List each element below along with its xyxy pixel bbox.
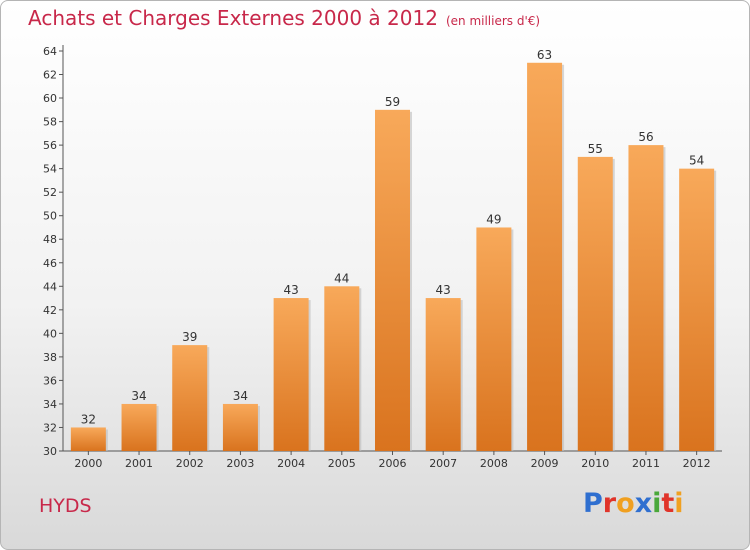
bar-value-label: 32 (81, 412, 96, 426)
y-tick-label: 34 (43, 398, 57, 411)
bar (476, 227, 512, 451)
x-tick-label: 2009 (531, 457, 559, 470)
y-tick-label: 46 (43, 257, 57, 270)
bar-value-label: 44 (334, 271, 349, 285)
y-tick-label: 38 (43, 351, 57, 364)
y-tick-label: 58 (43, 116, 57, 129)
bar-value-label: 43 (436, 283, 451, 297)
x-tick-label: 2008 (480, 457, 508, 470)
proxiti-logo[interactable]: Proxiti (583, 488, 684, 519)
x-tick-label: 2010 (581, 457, 609, 470)
y-tick-label: 42 (43, 304, 57, 317)
bar-value-label: 54 (689, 154, 704, 168)
y-tick-label: 52 (43, 186, 57, 199)
logo-letter: r (602, 488, 617, 519)
bar-value-label: 55 (588, 142, 603, 156)
bar (324, 286, 360, 451)
logo-letter: x (634, 488, 653, 519)
bar-value-label: 34 (131, 389, 146, 403)
x-tick-label: 2004 (277, 457, 305, 470)
logo-letter: t (661, 488, 675, 519)
logo-letter: o (616, 488, 635, 519)
x-tick-label: 2006 (379, 457, 407, 470)
bar-value-label: 59 (385, 95, 400, 109)
x-tick-label: 2001 (125, 457, 153, 470)
bar (172, 345, 208, 451)
x-tick-label: 2000 (74, 457, 102, 470)
bar (222, 403, 258, 451)
y-tick-label: 64 (43, 45, 57, 58)
unit-label: (en milliers d'€) (445, 14, 541, 28)
y-tick-label: 36 (43, 374, 57, 387)
logo-letter: i (674, 488, 684, 519)
y-tick-label: 56 (43, 139, 57, 152)
bar-value-label: 34 (233, 389, 248, 403)
bar (121, 403, 157, 451)
y-tick-label: 62 (43, 69, 57, 82)
bar (679, 168, 715, 451)
logo-letter: P (583, 488, 603, 519)
y-tick-label: 48 (43, 233, 57, 246)
bar-value-label: 56 (638, 130, 653, 144)
bar (375, 109, 410, 451)
bar (70, 427, 106, 451)
bar (628, 145, 664, 451)
x-tick-label: 2012 (683, 457, 711, 470)
title-text: Achats et Charges Externes 2000 à 2012 (28, 6, 438, 30)
y-tick-label: 44 (43, 280, 57, 293)
logo-letter: i (652, 488, 662, 519)
bar-value-label: 39 (182, 330, 197, 344)
y-tick-label: 32 (43, 421, 57, 434)
x-tick-label: 2005 (328, 457, 356, 470)
commune-name: HYDS (39, 495, 92, 517)
bar-value-label: 43 (283, 283, 298, 297)
x-tick-label: 2003 (226, 457, 254, 470)
x-tick-label: 2002 (176, 457, 204, 470)
y-tick-label: 30 (43, 445, 57, 458)
bar-value-label: 49 (486, 212, 501, 226)
chart-title: Achats et Charges Externes 2000 à 2012 (e… (28, 6, 540, 30)
x-tick-label: 2011 (632, 457, 660, 470)
y-tick-label: 54 (43, 163, 57, 176)
bar (577, 156, 613, 451)
bar (527, 62, 563, 451)
y-tick-label: 40 (43, 327, 57, 340)
bar (425, 298, 461, 451)
x-tick-label: 2007 (429, 457, 457, 470)
bar (273, 298, 309, 451)
bar-value-label: 63 (537, 48, 552, 62)
y-tick-label: 60 (43, 92, 57, 105)
y-tick-label: 50 (43, 210, 57, 223)
